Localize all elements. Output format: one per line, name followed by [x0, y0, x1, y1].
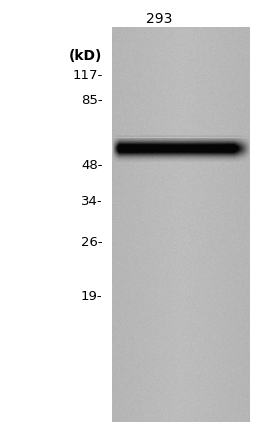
Text: 19-: 19- [81, 290, 102, 302]
Text: 34-: 34- [81, 195, 102, 208]
Text: 26-: 26- [81, 236, 102, 249]
Text: 48-: 48- [81, 159, 102, 172]
Text: 117-: 117- [72, 69, 102, 82]
Text: (kD): (kD) [69, 49, 102, 63]
Text: 293: 293 [145, 12, 172, 26]
Text: 85-: 85- [81, 94, 102, 107]
